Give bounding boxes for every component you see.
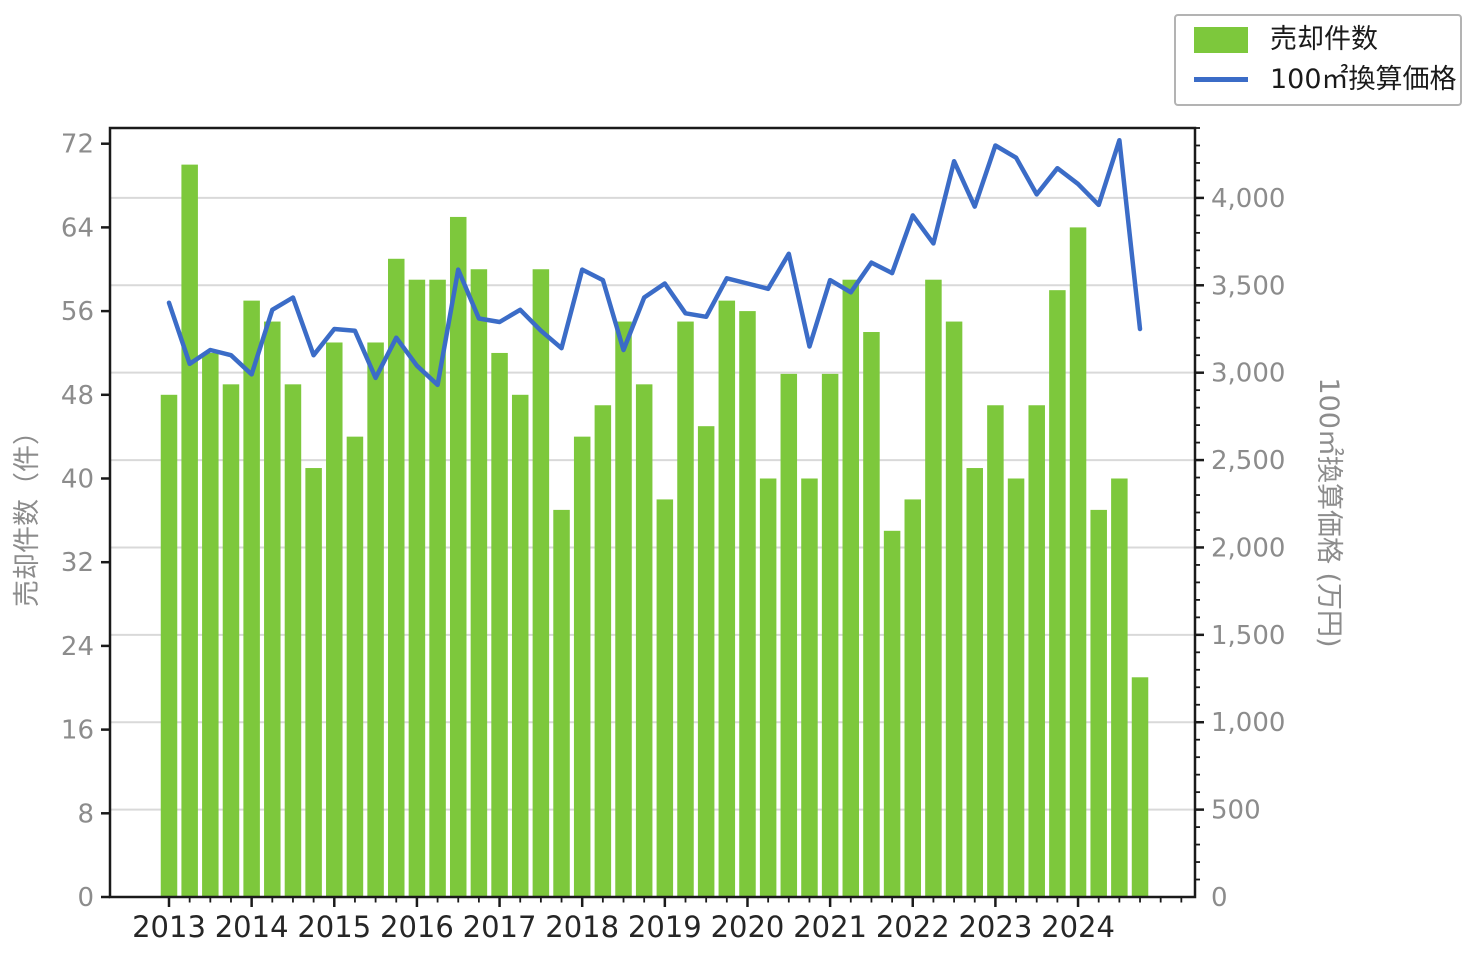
x-year-label: 2013 (132, 910, 206, 944)
bar-2021Q2 (842, 279, 860, 897)
bar-2022Q3 (945, 321, 963, 897)
left-axis-title: 売却件数（件） (12, 418, 43, 607)
x-year-label: 2016 (380, 910, 454, 944)
bar-2018Q4 (635, 384, 653, 897)
left-tick-label: 40 (61, 464, 94, 494)
bar-2019Q4 (718, 300, 736, 897)
bar-2014Q2 (264, 321, 281, 897)
bar-2017Q1 (491, 352, 508, 898)
right-tick-label: 2,000 (1211, 533, 1285, 563)
x-year-label: 2020 (711, 910, 785, 944)
bar-2023Q4 (1049, 290, 1066, 898)
bar-2017Q2 (511, 394, 529, 897)
left-tick-label: 32 (61, 548, 94, 578)
bar-2013Q4 (222, 384, 240, 897)
bar-2015Q1 (326, 342, 343, 897)
legend-item-bar: 売却件数 (1194, 25, 1460, 55)
bar-2014Q4 (305, 468, 322, 897)
right-tick-label: 1,000 (1211, 708, 1285, 738)
bar-2015Q4 (388, 258, 405, 897)
bar-2019Q3 (697, 426, 715, 897)
left-tick-label: 8 (77, 799, 94, 829)
legend-item-line: 100㎡換算価格 (1194, 65, 1460, 95)
bar-2016Q3 (449, 216, 467, 897)
bar-2014Q3 (284, 384, 302, 897)
bar-2021Q3 (863, 332, 880, 898)
bar-2024Q1 (1069, 227, 1087, 898)
x-year-label: 2022 (876, 910, 950, 944)
bar-2017Q4 (553, 509, 570, 897)
bar-2018Q3 (615, 321, 632, 897)
x-year-label: 2015 (297, 910, 371, 944)
bar-2014Q1 (243, 300, 260, 897)
bar-2022Q4 (966, 468, 983, 897)
legend-bar-label: 売却件数 (1270, 24, 1378, 56)
price-line (166, 137, 1143, 388)
right-tick-label: 3,500 (1211, 271, 1285, 301)
x-year-label: 2024 (1041, 910, 1115, 944)
legend: 売却件数 100㎡換算価格 (1174, 14, 1462, 106)
bar-2023Q3 (1028, 405, 1045, 897)
left-tick-label: 64 (61, 213, 94, 243)
bar-2018Q1 (573, 436, 591, 897)
right-tick-label: 500 (1211, 796, 1261, 826)
bar-2024Q4 (1131, 677, 1149, 897)
bar-2024Q3 (1111, 478, 1128, 897)
bar-2016Q1 (408, 279, 426, 897)
bar-2013Q2 (181, 164, 198, 898)
x-year-label: 2014 (215, 910, 289, 944)
bar-2020Q1 (739, 311, 756, 898)
bar-2020Q2 (759, 478, 777, 897)
bar-2016Q4 (470, 269, 488, 898)
legend-line-label: 100㎡換算価格 (1270, 64, 1457, 95)
right-tick-label: 1,500 (1211, 621, 1285, 651)
x-year-label: 2019 (628, 910, 702, 944)
right-tick-label: 2,500 (1211, 446, 1285, 476)
line-swatch-icon (1194, 77, 1248, 83)
bar-2017Q3 (532, 269, 550, 898)
bar-2021Q1 (821, 373, 839, 898)
left-tick-label: 56 (61, 297, 94, 327)
x-year-label: 2021 (793, 910, 867, 944)
right-tick-label: 4,000 (1211, 184, 1285, 214)
bar-2015Q2 (346, 436, 364, 897)
bar-2022Q1 (904, 499, 922, 897)
bar-2022Q2 (925, 279, 942, 897)
bar-2018Q2 (594, 405, 612, 897)
bar-swatch-icon (1194, 27, 1248, 54)
left-tick-label: 72 (61, 130, 94, 160)
x-year-label: 2023 (958, 910, 1032, 944)
right-tick-label: 0 (1211, 883, 1228, 913)
bar-2024Q2 (1090, 509, 1107, 897)
right-tick-label: 3,000 (1211, 359, 1285, 389)
bar-2020Q3 (780, 373, 798, 898)
left-tick-label: 24 (61, 632, 94, 662)
bar-2013Q3 (202, 352, 219, 898)
bar-2021Q4 (883, 530, 901, 897)
bar-2019Q2 (677, 321, 694, 897)
left-tick-label: 0 (77, 883, 94, 913)
bar-2015Q3 (367, 342, 384, 897)
x-year-label: 2018 (545, 910, 619, 944)
bar-2019Q1 (656, 499, 674, 897)
left-tick-label: 16 (61, 716, 94, 746)
bar-2016Q2 (429, 279, 446, 897)
bar-2013Q1 (160, 394, 178, 897)
right-axis-title: 100㎡換算価格 (万円) (1313, 377, 1344, 647)
bar-2020Q4 (801, 478, 818, 897)
left-tick-label: 48 (61, 381, 94, 411)
bar-2023Q1 (987, 405, 1004, 897)
x-year-label: 2017 (463, 910, 537, 944)
bar-2023Q2 (1007, 478, 1025, 897)
